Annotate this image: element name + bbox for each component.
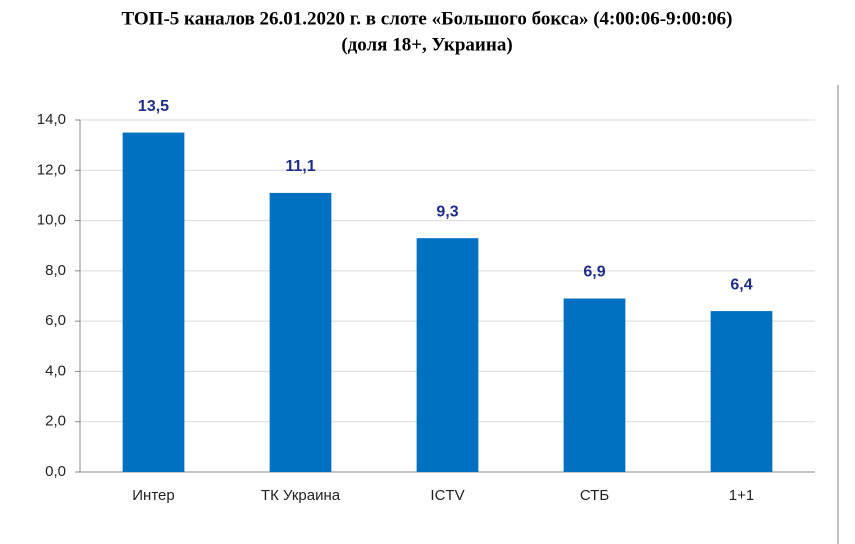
- value-label: 6,4: [730, 276, 752, 293]
- x-tick-label: СТБ: [580, 487, 609, 504]
- bar: [710, 311, 773, 472]
- x-tick-label: ТК Украина: [261, 487, 341, 504]
- y-tick-label: 10,0: [37, 212, 66, 229]
- y-tick-label: 14,0: [37, 111, 66, 128]
- bar: [269, 192, 332, 472]
- value-label: 6,9: [583, 264, 605, 281]
- bar: [563, 298, 626, 472]
- value-label: 13,5: [138, 98, 169, 115]
- bar: [122, 132, 185, 473]
- y-tick-label: 6,0: [45, 312, 66, 329]
- chart-title: ТОП-5 каналов 26.01.2020 г. в слоте «Бол…: [121, 8, 732, 29]
- x-tick-label: 1+1: [729, 487, 754, 504]
- y-tick-label: 12,0: [37, 161, 66, 178]
- x-tick-label: ICTV: [430, 487, 464, 504]
- y-tick-label: 4,0: [45, 362, 66, 379]
- y-tick-label: 0,0: [45, 463, 66, 480]
- y-tick-label: 2,0: [45, 413, 66, 430]
- value-label: 9,3: [436, 203, 458, 220]
- x-tick-label: Интер: [132, 487, 174, 504]
- bar: [416, 238, 479, 472]
- value-label: 11,1: [285, 158, 315, 175]
- chart-subtitle: (доля 18+, Украина): [341, 34, 512, 55]
- y-tick-label: 8,0: [45, 262, 66, 279]
